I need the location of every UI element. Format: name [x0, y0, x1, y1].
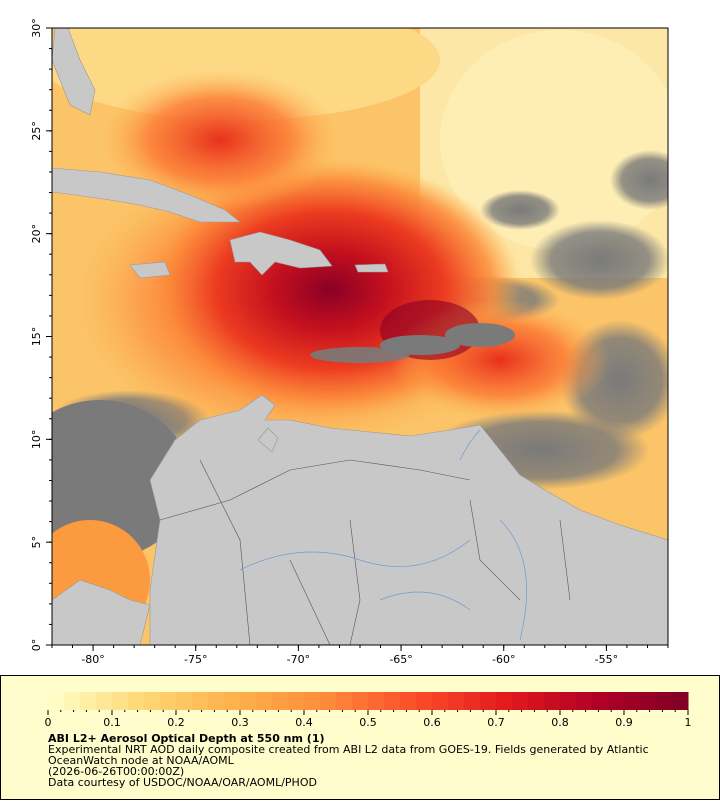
colorbar-step	[656, 692, 673, 710]
legend-title: ABI L2+ Aerosol Optical Depth at 550 nm …	[48, 732, 325, 745]
colorbar-step	[640, 692, 657, 710]
legend-line: Data courtesy of USDOC/NOAA/OAR/AOML/PHO…	[48, 776, 317, 789]
colorbar-step	[304, 692, 321, 710]
colorbar-step	[192, 692, 209, 710]
colorbar-step	[400, 692, 417, 710]
colorbar: 0 0.1 0.2 0.3 0.4 0.5 0.6 0.7 0.8 0.9 1	[45, 692, 692, 729]
colorbar-step	[448, 692, 465, 710]
legend-line: Experimental NRT AOD daily composite cre…	[48, 743, 649, 756]
colorbar-tick-label: 0.8	[551, 716, 569, 729]
map-axes: -80° -75° -70° -65° -60° -55° 0° 5° 10° 15° 20° 25°…	[30, 18, 669, 666]
colorbar-tick-label: 0.4	[295, 716, 313, 729]
colorbar-step	[224, 692, 241, 710]
colorbar-step	[432, 692, 449, 710]
colorbar-step	[256, 692, 273, 710]
colorbar-step	[320, 692, 337, 710]
y-tick-label: 25°	[30, 121, 43, 141]
colorbar-tick-label: 0	[45, 716, 52, 729]
y-tick-label: 5°	[30, 536, 43, 549]
colorbar-tick-label: 0.6	[423, 716, 441, 729]
colorbar-step	[384, 692, 401, 710]
colorbar-tick-label: 1	[685, 716, 692, 729]
colorbar-step	[336, 692, 353, 710]
colorbar-step	[272, 692, 289, 710]
colorbar-step	[96, 692, 113, 710]
colorbar-step	[240, 692, 257, 710]
colorbar-step	[544, 692, 561, 710]
colorbar-step	[608, 692, 625, 710]
y-tick-label: 15°	[30, 327, 43, 347]
colorbar-tick-label: 0.5	[359, 716, 377, 729]
x-tick-label: -75°	[184, 653, 207, 666]
colorbar-step	[48, 692, 65, 710]
colorbar-tick-label: 0.9	[615, 716, 633, 729]
colorbar-step	[560, 692, 577, 710]
colorbar-tick-label: 0.1	[103, 716, 121, 729]
x-tick-label: -65°	[389, 653, 412, 666]
colorbar-step	[176, 692, 193, 710]
colorbar-step	[528, 692, 545, 710]
colorbar-step	[288, 692, 305, 710]
colorbar-step	[128, 692, 145, 710]
colorbar-step	[512, 692, 529, 710]
x-tick-label: -60°	[492, 653, 515, 666]
colorbar-step	[592, 692, 609, 710]
y-tick-label: 10°	[30, 430, 43, 450]
colorbar-step	[480, 692, 497, 710]
colorbar-step	[368, 692, 385, 710]
colorbar-step	[624, 692, 641, 710]
map-image	[52, 28, 668, 645]
colorbar-tick-label: 0.7	[487, 716, 505, 729]
colorbar-step	[144, 692, 161, 710]
y-tick-label: 30°	[30, 18, 43, 38]
colorbar-step	[464, 692, 481, 710]
y-tick-label: 0°	[30, 639, 43, 652]
colorbar-step	[416, 692, 433, 710]
colorbar-step	[64, 692, 81, 710]
x-tick-label: -70°	[287, 653, 310, 666]
colorbar-tick-label: 0.2	[167, 716, 185, 729]
colorbar-step	[576, 692, 593, 710]
legend-line: (2026-06-26T00:00:00Z)	[48, 765, 184, 778]
colorbar-step	[672, 692, 689, 710]
y-tick-label: 20°	[30, 224, 43, 244]
colorbar-step	[352, 692, 369, 710]
legend-line: OceanWatch node at NOAA/AOML	[48, 754, 235, 767]
colorbar-step	[80, 692, 97, 710]
colorbar-step	[496, 692, 513, 710]
colorbar-step	[208, 692, 225, 710]
colorbar-step	[112, 692, 129, 710]
x-tick-label: -80°	[81, 653, 104, 666]
x-tick-label: -55°	[595, 653, 618, 666]
colorbar-tick-label: 0.3	[231, 716, 249, 729]
colorbar-step	[160, 692, 177, 710]
